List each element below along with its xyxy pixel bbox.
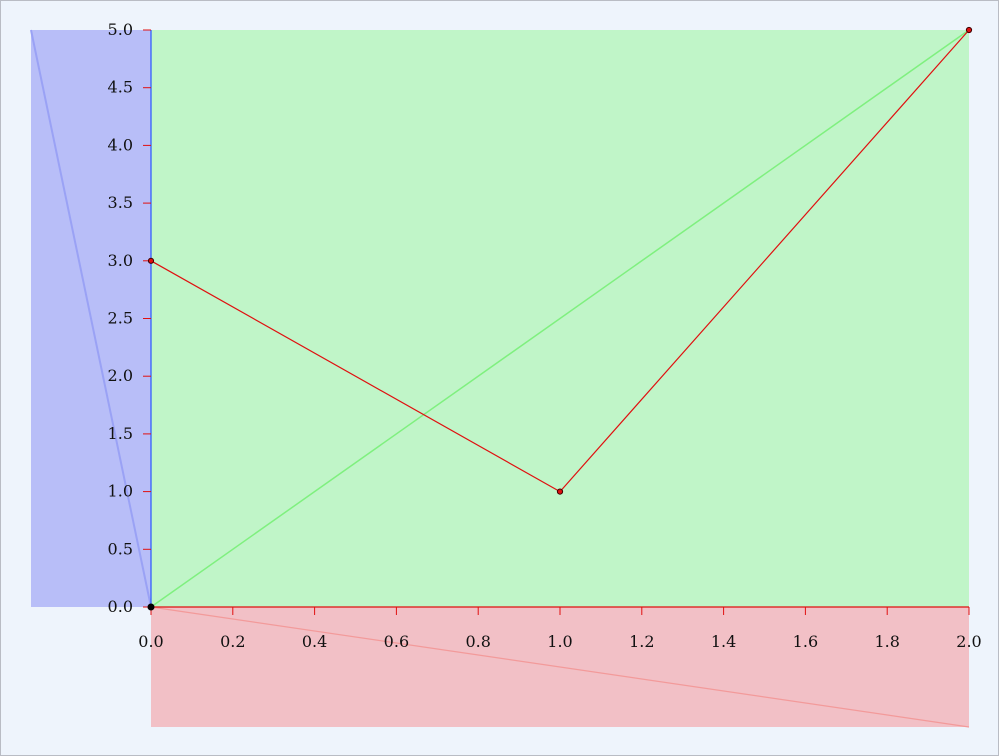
- y-tick-label: 0.0: [108, 597, 133, 616]
- y-tick-label: 2.0: [108, 366, 133, 385]
- x-axis-projection-line: [150, 606, 970, 728]
- x-tick-label: 1.4: [711, 632, 736, 651]
- x-tick-label: 1.2: [629, 632, 654, 651]
- x-tick-label: 0.4: [302, 632, 327, 651]
- y-axis-projection-line: [30, 29, 152, 608]
- data-point: [556, 488, 564, 495]
- y-tick-label: 3.0: [108, 251, 133, 270]
- y-tick-label: 1.5: [108, 424, 133, 443]
- data-point: [147, 257, 155, 264]
- x-tick-label: 0.0: [138, 632, 163, 651]
- x-tick-label: 1.8: [874, 632, 899, 651]
- y-tick-label: 4.0: [108, 135, 133, 154]
- x-tick-label: 2.0: [956, 632, 981, 651]
- diagonal-guide-line: [150, 29, 970, 608]
- y-tick-label: 4.5: [108, 78, 133, 97]
- data-point: [965, 26, 973, 34]
- y-tick-label: 5.0: [108, 20, 133, 39]
- y-tick-label: 2.5: [108, 309, 133, 328]
- origin-point: [147, 603, 155, 611]
- y-tick-label: 0.5: [108, 539, 133, 558]
- x-tick-label: 1.0: [547, 632, 572, 651]
- y-axis-ticks: 0.0 0.5 1.0 1.5 2.0 2.5 3.0 3.5 4.0 4.5 5.0: [108, 20, 151, 616]
- y-tick-label: 3.5: [108, 193, 133, 212]
- x-tick-label: 0.8: [465, 632, 490, 651]
- x-axis-ticks: 0.0 0.2 0.4 0.6 0.8 1.0 1.2 1.4 1.6 1.8 2.0: [138, 607, 982, 651]
- y-tick-label: 1.0: [108, 482, 133, 501]
- x-tick-label: 0.6: [384, 632, 409, 651]
- x-tick-label: 0.2: [220, 632, 245, 651]
- x-tick-label: 1.6: [793, 632, 818, 651]
- data-points: [147, 26, 973, 495]
